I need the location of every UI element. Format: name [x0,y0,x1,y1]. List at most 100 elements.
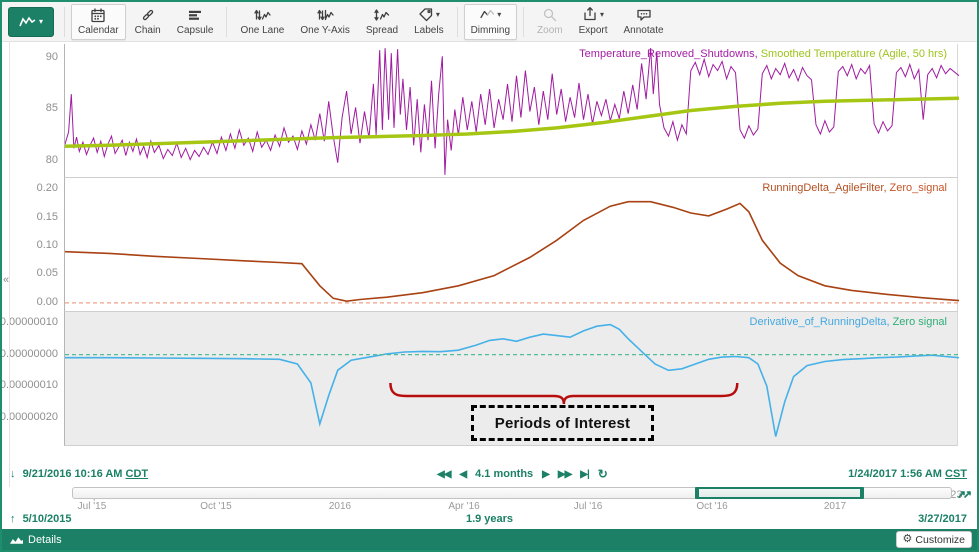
toolbar-button-calendar[interactable]: Calendar [71,3,126,40]
lane-1-yticks: 90 85 80 [2,44,58,178]
one-y-axis-icon [316,7,334,23]
toolbar-divider [523,6,525,37]
tag-icon [418,6,434,25]
toolbar-button-chain[interactable]: Chain [128,4,168,40]
y-tick-label: 0.00000010 [0,316,58,329]
chevron-down-icon: ▾ [497,10,502,19]
toolbar-divider [64,6,65,37]
magnifier-icon [542,7,558,23]
trend-chart-icon [19,16,36,27]
y-tick-label: 0.05 [36,267,58,280]
step-back-fast-button[interactable]: ◀◀ [437,468,451,480]
lane-temperature[interactable]: Temperature_Removed_Shutdowns, Smoothed T… [64,44,959,178]
legend-item[interactable]: Zero signal [892,316,947,328]
toolbar-button-label: Labels [414,25,444,36]
legend-item[interactable]: Zero_signal [889,182,947,194]
investigate-duration[interactable]: 4.1 months [475,468,534,480]
details-button[interactable]: Details [10,534,62,546]
timeline-tick-label: 2017 [823,501,847,512]
toolbar-divider [226,6,228,37]
timezone-link[interactable]: CDT [125,468,149,480]
gear-icon: ⚙ [902,533,913,545]
lane-derivative[interactable]: Derivative_of_RunningDelta, Zero signal P… [64,312,959,446]
toolbar-button-label: Calendar [78,25,119,36]
periods-of-interest-annotation: Periods of Interest [471,405,654,441]
capsule-icon [187,7,203,23]
y-tick-label: -0.00000010 [0,379,58,392]
y-tick-label: 0.15 [36,210,58,223]
area-chart-icon [10,536,23,544]
series-runningdelta-agilefilter [65,200,959,303]
toolbar-button-one-y-axis[interactable]: One Y-Axis [293,4,356,40]
toolbar-button-label: Zoom [537,25,563,36]
timeline-labels: Jul '15 Oct '15 2016 Apr '16 Jul '16 Oct '16 2… [72,501,952,513]
timeline-tick-label: Apr '16 [448,501,480,512]
step-forward-button[interactable]: ▶ [542,468,550,480]
toolbar: ▾ Calendar Chain Capsule One Lane One Y-… [2,2,977,42]
toolbar-button-annotate[interactable]: Annotate [617,4,671,40]
step-forward-fast-button[interactable]: ▶▶ [557,468,572,480]
y-tick-label: 80 [45,153,58,166]
timezone-link[interactable]: CST [945,468,967,480]
toolbar-button-capsule[interactable]: Capsule [170,4,221,40]
toolbar-button-label: Export [578,25,608,36]
toolbar-button-zoom[interactable]: Zoom [530,4,570,40]
display-range-duration[interactable]: 1.9 years [465,513,514,525]
step-to-end-button[interactable]: ▶| [580,468,589,480]
legend-item[interactable]: Temperature_Removed_Shutdowns, [579,48,758,60]
spread-icon [373,7,390,23]
toolbar-button-label: Chain [134,25,161,36]
timeline-tick-label: 2016 [328,501,352,512]
expand-range-icon[interactable] [957,486,973,500]
y-tick-label: 0.00000000 [0,347,58,360]
lane-running-delta[interactable]: RunningDelta_AgileFilter, Zero_signal [64,178,959,312]
lane-3-yticks: 0.00000010 0.00000000 -0.00000010 -0.000000… [2,312,58,446]
calendar-icon [90,7,106,23]
customize-button[interactable]: ⚙ Customize [895,531,972,548]
lane-3-plot[interactable] [65,312,959,446]
details-label: Details [28,533,62,546]
toolbar-button-label: Dimming [470,25,511,36]
legend-item[interactable]: Derivative_of_RunningDelta, [749,316,890,328]
legend-item[interactable]: Smoothed Temperature (Agile, 50 hrs) [760,48,947,60]
one-lane-icon [254,7,271,23]
time-nav-controls: ◀◀ ◀ 4.1 months ▶ ▶▶ ▶| ↻ [437,467,608,481]
trend-view-button[interactable]: ▾ [8,6,54,37]
toolbar-button-label: Annotate [623,25,664,36]
display-range-end: 3/27/2017 [918,513,967,525]
timeline-tick-label: Oct '16 [696,501,728,512]
step-back-button[interactable]: ◀ [459,468,467,480]
y-tick-label: 0.10 [36,239,58,252]
legend-item[interactable]: RunningDelta_AgileFilter, [762,182,887,194]
toolbar-button-spread[interactable]: Spread [359,4,405,40]
display-range-start: ↑ 5/10/2015 [10,513,72,525]
timeline-selection-handle[interactable] [694,487,864,499]
toolbar-button-label: One Lane [240,25,285,36]
panel-divider [9,42,10,487]
collapse-panel-icon[interactable]: « [3,274,10,286]
arrow-up-icon: ↑ [10,513,16,525]
export-icon [582,6,598,25]
lane-2-yticks: 0.20 0.15 0.10 0.05 0.00 [2,178,58,312]
investigate-end: 1/24/2017 1:56 AM CST [848,468,967,480]
toolbar-button-labels[interactable]: ▾ Labels [407,4,450,40]
annotation-label: Periods of Interest [494,414,631,432]
toolbar-button-export[interactable]: ▾ Export [572,4,615,40]
series-derivative-of-runningdelta [65,323,959,437]
lane-1-plot[interactable] [65,44,959,178]
timeline-scrollbar[interactable] [72,487,952,499]
toolbar-button-dimming[interactable]: ▾ Dimming [463,3,518,40]
lane-2-plot[interactable] [65,178,959,312]
y-tick-label: 90 [45,51,58,64]
customize-label: Customize [915,533,965,546]
display-start-date: 5/10/2015 [22,513,72,525]
arrow-down-icon: ↓ [10,468,16,480]
toolbar-button-one-lane[interactable]: One Lane [233,4,291,40]
timeline-tick-label: Jul '15 [77,501,107,512]
toolbar-button-label: Spread [365,25,399,36]
lane-2-legend: RunningDelta_AgileFilter, Zero_signal [759,182,947,194]
toolbar-button-label: One Y-Axis [300,25,350,36]
refresh-icon[interactable]: ↻ [597,467,608,481]
chevron-down-icon: ▾ [435,10,440,19]
